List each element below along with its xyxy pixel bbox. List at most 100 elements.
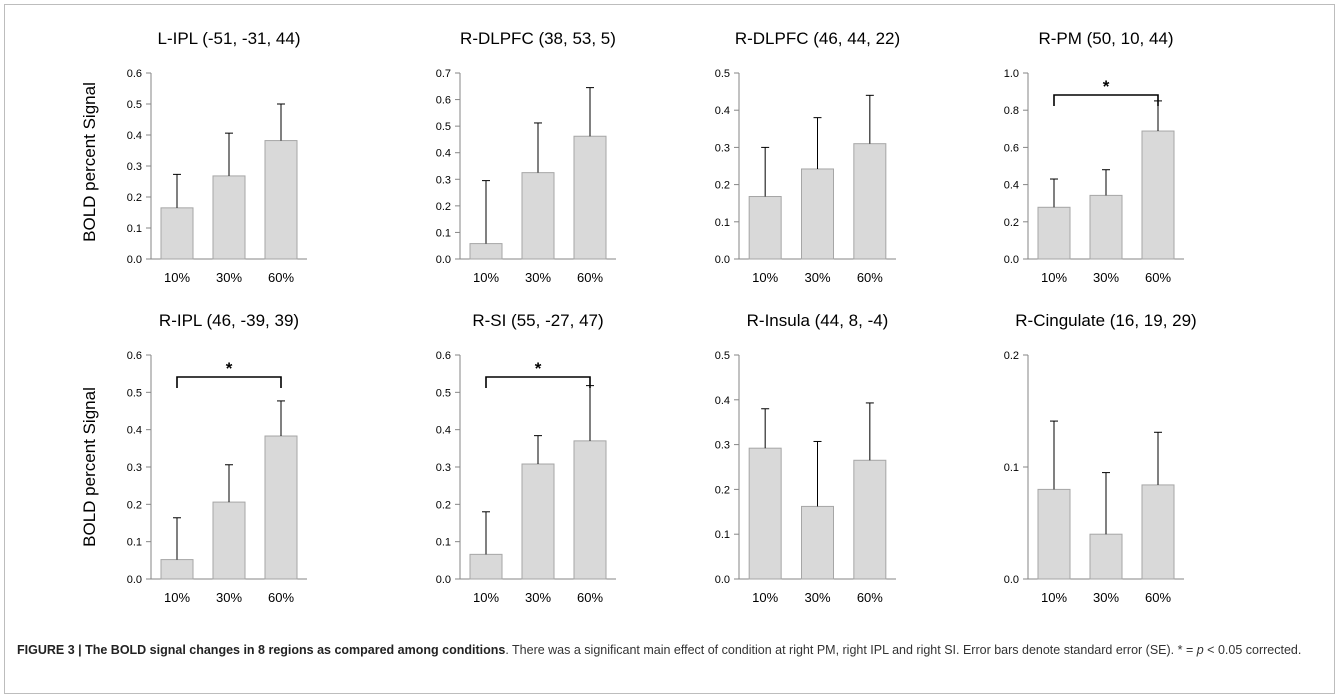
x-tick-label: 10%	[473, 270, 499, 285]
bar	[573, 135, 607, 260]
bar	[853, 459, 887, 580]
y-tick-label: 0.1	[715, 217, 730, 229]
y-tick-label: 0.6	[127, 68, 142, 80]
y-tick-label: 0.5	[127, 99, 142, 111]
chart-title: R-SI (55, -27, 47)	[472, 311, 603, 330]
chart-panel-7: R-Insula (44, 8, -4) 0.0 0.1 0.2 0.3 0.4 0.5 10…	[715, 311, 896, 605]
x-tick-label: 10%	[164, 270, 190, 285]
y-tick-label: 0.4	[715, 105, 730, 117]
y-axis-label: BOLD percent Signal	[80, 387, 99, 547]
x-tick-label: 60%	[268, 270, 294, 285]
significance-marker: *	[226, 359, 233, 378]
figure-caption: FIGURE 3 | The BOLD signal changes in 8 …	[17, 640, 1322, 660]
bar	[1141, 484, 1175, 580]
y-tick-label: 0.3	[127, 462, 142, 474]
chart-panel-2: R-DLPFC (38, 53, 5) 0.0 0.1 0.2 0.3 0.4 0.5 0.6…	[436, 29, 616, 285]
y-tick-label: 0.2	[436, 201, 451, 213]
caption-label: FIGURE 3 | The BOLD signal changes in 8 …	[17, 643, 506, 657]
bar	[264, 140, 298, 260]
y-tick-label: 0.3	[436, 174, 451, 186]
chart-panel-8: R-Cingulate (16, 19, 29) 0.0 0.1 0.2 10% 30% 6…	[1004, 311, 1197, 605]
x-tick-label: 30%	[525, 270, 551, 285]
bar	[748, 196, 782, 260]
x-tick-label: 60%	[268, 590, 294, 605]
bar	[212, 175, 246, 260]
y-tick-label: 0.4	[1004, 180, 1019, 192]
bar	[264, 435, 298, 580]
chart-title: R-Cingulate (16, 19, 29)	[1015, 311, 1196, 330]
y-tick-label: 0.6	[127, 350, 142, 362]
chart-panel-5: R-IPL (46, -39, 39) BOLD percent Signal 0.…	[80, 311, 307, 605]
y-tick-label: 0.0	[127, 574, 142, 586]
y-tick-label: 0.8	[1004, 105, 1019, 117]
bar	[160, 559, 194, 580]
bar	[469, 243, 503, 260]
bar	[1089, 194, 1123, 260]
x-tick-label: 30%	[1093, 270, 1119, 285]
bar	[1037, 206, 1071, 260]
x-tick-label: 10%	[752, 590, 778, 605]
x-tick-label: 30%	[1093, 590, 1119, 605]
y-tick-label: 0.2	[715, 484, 730, 496]
y-tick-label: 0.1	[127, 537, 142, 549]
chart-panel-3: R-DLPFC (46, 44, 22) 0.0 0.1 0.2 0.3 0.4 0.5 10…	[715, 29, 900, 285]
y-tick-label: 0.4	[436, 148, 451, 160]
x-tick-label: 10%	[1041, 270, 1067, 285]
y-tick-label: 0.2	[1004, 350, 1019, 362]
y-tick-label: 0.0	[436, 574, 451, 586]
y-tick-label: 0.2	[127, 499, 142, 511]
significance-bracket	[176, 376, 282, 388]
y-tick-label: 0.2	[127, 192, 142, 204]
x-tick-label: 10%	[164, 590, 190, 605]
y-tick-label: 0.0	[715, 574, 730, 586]
bar	[469, 553, 503, 580]
y-tick-label: 0.4	[127, 425, 142, 437]
bar	[801, 168, 834, 260]
y-tick-label: 0.4	[127, 130, 142, 142]
y-tick-label: 0.0	[1004, 254, 1019, 266]
x-tick-label: 30%	[216, 590, 242, 605]
chart-title: L-IPL (-51, -31, 44)	[158, 29, 301, 48]
significance-bracket	[485, 376, 591, 388]
y-tick-label: 1.0	[1004, 68, 1019, 80]
y-tick-label: 0.5	[436, 121, 451, 133]
bar	[853, 143, 887, 260]
y-tick-label: 0.1	[436, 227, 451, 239]
bar	[521, 463, 555, 580]
y-tick-label: 0.5	[715, 350, 730, 362]
y-tick-label: 0.4	[436, 425, 451, 437]
chart-panel-4: R-PM (50, 10, 44) 0.0 0.2 0.4 0.6 0.8 1.0 10% 30…	[1004, 29, 1184, 285]
x-tick-label: 60%	[577, 590, 603, 605]
caption-text-after: < 0.05 corrected.	[1203, 643, 1302, 657]
chart-title: R-IPL (46, -39, 39)	[159, 311, 299, 330]
x-tick-label: 30%	[216, 270, 242, 285]
y-tick-label: 0.2	[436, 499, 451, 511]
significance-marker: *	[1103, 77, 1110, 96]
caption-p-symbol: p	[1196, 643, 1204, 657]
y-tick-label: 0.3	[127, 161, 142, 173]
chart-panel-1: L-IPL (-51, -31, 44) BOLD percent Signal 0…	[80, 29, 307, 285]
x-tick-label: 10%	[473, 590, 499, 605]
caption-text-before: . There was a significant main effect of…	[505, 643, 1197, 657]
y-tick-label: 0.3	[436, 462, 451, 474]
y-tick-label: 0.0	[436, 254, 451, 266]
y-tick-label: 0.0	[127, 254, 142, 266]
y-tick-label: 0.1	[436, 537, 451, 549]
y-tick-label: 0.6	[436, 95, 451, 107]
y-tick-label: 0.3	[715, 142, 730, 154]
y-tick-label: 0.2	[1004, 217, 1019, 229]
y-tick-label: 0.0	[715, 254, 730, 266]
significance-bracket	[1053, 94, 1159, 106]
bar	[160, 207, 194, 260]
x-tick-label: 30%	[804, 590, 830, 605]
bar	[1037, 488, 1071, 580]
chart-title: R-PM (50, 10, 44)	[1038, 29, 1173, 48]
x-tick-label: 60%	[1145, 590, 1171, 605]
figure-frame	[4, 4, 1335, 694]
y-tick-label: 0.5	[436, 387, 451, 399]
bar	[573, 440, 607, 580]
y-tick-label: 0.2	[715, 180, 730, 192]
chart-title: R-DLPFC (38, 53, 5)	[460, 29, 616, 48]
x-tick-label: 10%	[1041, 590, 1067, 605]
